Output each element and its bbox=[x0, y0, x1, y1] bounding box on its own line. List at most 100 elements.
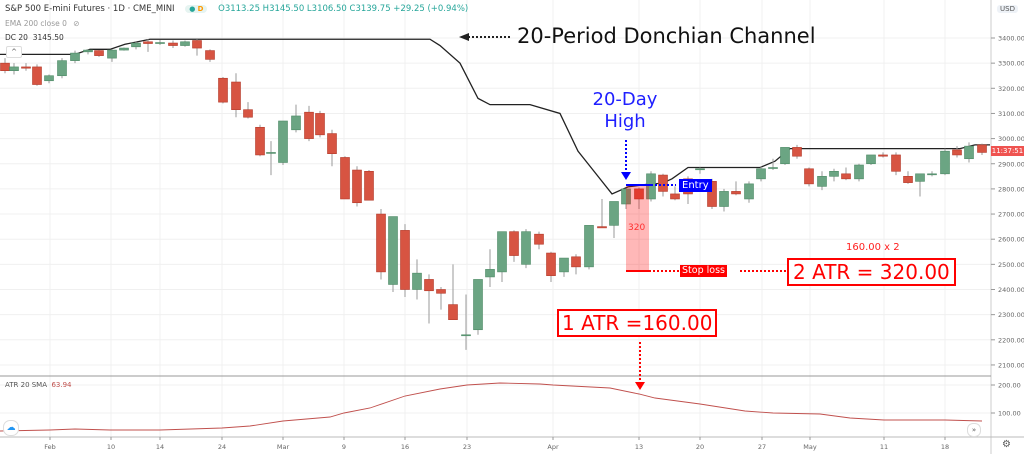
candle bbox=[559, 257, 569, 273]
day-high-annotation: 20-Day High bbox=[585, 89, 665, 133]
grid bbox=[0, 0, 991, 437]
legend-header: S&P 500 E-mini Futures · 1D · CME_MINI ●… bbox=[5, 4, 468, 14]
ema-legend[interactable]: EMA 200 close 0 ⊘ bbox=[5, 19, 80, 28]
eye-hidden-icon[interactable]: ⊘ bbox=[73, 19, 80, 28]
candle bbox=[32, 66, 42, 85]
candle bbox=[424, 279, 434, 292]
atr1-box: 1 ATR =160.00 bbox=[557, 309, 718, 337]
candle bbox=[278, 120, 288, 163]
candle bbox=[107, 49, 117, 59]
candle bbox=[927, 173, 937, 176]
donchian-annotation: 20-Period Donchian Channel bbox=[517, 24, 816, 48]
price-tick: 2700.00 bbox=[998, 211, 1024, 219]
price-tick: 3100.00 bbox=[998, 110, 1024, 118]
collapse-legend-button[interactable]: ^ bbox=[6, 46, 22, 58]
candle bbox=[448, 304, 458, 320]
candle bbox=[143, 41, 153, 44]
candle bbox=[891, 154, 901, 172]
candle bbox=[756, 168, 766, 180]
price-tick: 2900.00 bbox=[998, 160, 1024, 168]
candle bbox=[461, 334, 471, 337]
time-tick: 23 bbox=[463, 443, 471, 451]
dc-value: 3145.50 bbox=[32, 33, 64, 42]
candle bbox=[231, 81, 241, 110]
candle bbox=[670, 193, 680, 200]
time-tick: 10 bbox=[107, 443, 115, 451]
time-tick: 9 bbox=[342, 443, 346, 451]
time-tick: 13 bbox=[635, 443, 643, 451]
time-tick: 16 bbox=[401, 443, 409, 451]
candle bbox=[168, 42, 178, 46]
candle bbox=[436, 289, 446, 294]
candle bbox=[21, 66, 31, 69]
candle bbox=[243, 109, 253, 118]
time-tick: 11 bbox=[880, 443, 888, 451]
candle bbox=[792, 147, 802, 157]
candle bbox=[364, 170, 374, 201]
candle bbox=[646, 173, 656, 200]
price-axis[interactable]: 2100.00 2200.00 2300.00 2400.00 2500.00 2600.… bbox=[991, 35, 1024, 418]
entry-label: Entry bbox=[679, 179, 712, 192]
time-tick: 18 bbox=[941, 443, 949, 451]
candle bbox=[400, 230, 410, 290]
risk-range-box bbox=[626, 185, 649, 271]
candle bbox=[255, 126, 265, 156]
candle bbox=[315, 113, 325, 136]
ohlc-values: O3113.25 H3145.50 L3106.50 C3139.75 +29.… bbox=[218, 4, 469, 14]
price-tick: 2500.00 bbox=[998, 261, 1024, 269]
candle bbox=[817, 176, 827, 187]
candle bbox=[829, 170, 839, 177]
candle bbox=[546, 252, 556, 276]
atr1-arrow bbox=[635, 342, 645, 390]
atr-legend[interactable]: ATR 20 SMA 63.94 bbox=[5, 381, 72, 389]
price-tick: 2600.00 bbox=[998, 236, 1024, 244]
candle bbox=[340, 157, 350, 200]
dc-legend[interactable]: DC 20 3145.50 bbox=[5, 33, 64, 42]
svg-text:100.00: 100.00 bbox=[998, 410, 1021, 418]
candle bbox=[0, 62, 10, 71]
candle bbox=[205, 50, 215, 60]
candle bbox=[977, 144, 987, 153]
symbol-title[interactable]: S&P 500 E-mini Futures · 1D · CME_MINI bbox=[5, 4, 175, 14]
day-high-arrow bbox=[621, 140, 631, 180]
candle bbox=[131, 42, 141, 48]
candle bbox=[731, 191, 741, 195]
candle bbox=[841, 173, 851, 180]
candle bbox=[304, 111, 314, 139]
candle bbox=[878, 154, 888, 157]
price-tick: 2300.00 bbox=[998, 311, 1024, 319]
price-tick: 3000.00 bbox=[998, 135, 1024, 143]
candles bbox=[0, 39, 987, 350]
candle bbox=[485, 269, 495, 278]
time-tick: 24 bbox=[218, 443, 226, 451]
price-tick: 2400.00 bbox=[998, 286, 1024, 294]
candle bbox=[780, 147, 790, 165]
candle bbox=[534, 233, 544, 245]
time-tick: 20 bbox=[696, 443, 704, 451]
candle bbox=[964, 145, 974, 160]
day-high-line1: 20-Day bbox=[592, 89, 658, 110]
candle bbox=[866, 154, 876, 165]
cloud-icon[interactable]: ☁ bbox=[3, 420, 19, 436]
candle bbox=[609, 201, 619, 226]
candle bbox=[192, 40, 202, 49]
settings-gear-icon[interactable]: ⚙ bbox=[1002, 439, 1011, 450]
atr-value: 63.94 bbox=[51, 381, 72, 389]
candle bbox=[695, 168, 705, 171]
candle bbox=[952, 149, 962, 156]
candle bbox=[597, 226, 607, 229]
candle bbox=[352, 169, 362, 204]
atr-line bbox=[0, 382, 983, 432]
time-tick: 27 bbox=[758, 443, 766, 451]
candle bbox=[509, 231, 519, 256]
time-tick: Feb bbox=[44, 443, 56, 451]
candle bbox=[854, 164, 864, 180]
price-tick: 3300.00 bbox=[998, 60, 1024, 68]
currency-label[interactable]: USD bbox=[997, 5, 1018, 13]
stop-loss-label: Stop loss bbox=[680, 265, 727, 277]
time-axis[interactable]: Feb 10 14 24 Mar 9 16 23 Apr 13 20 27 May 11 18 bbox=[44, 437, 949, 451]
candle bbox=[658, 174, 668, 192]
current-price-countdown: 11:37:51 bbox=[991, 146, 1024, 156]
scroll-to-latest-button[interactable]: » bbox=[967, 423, 981, 437]
